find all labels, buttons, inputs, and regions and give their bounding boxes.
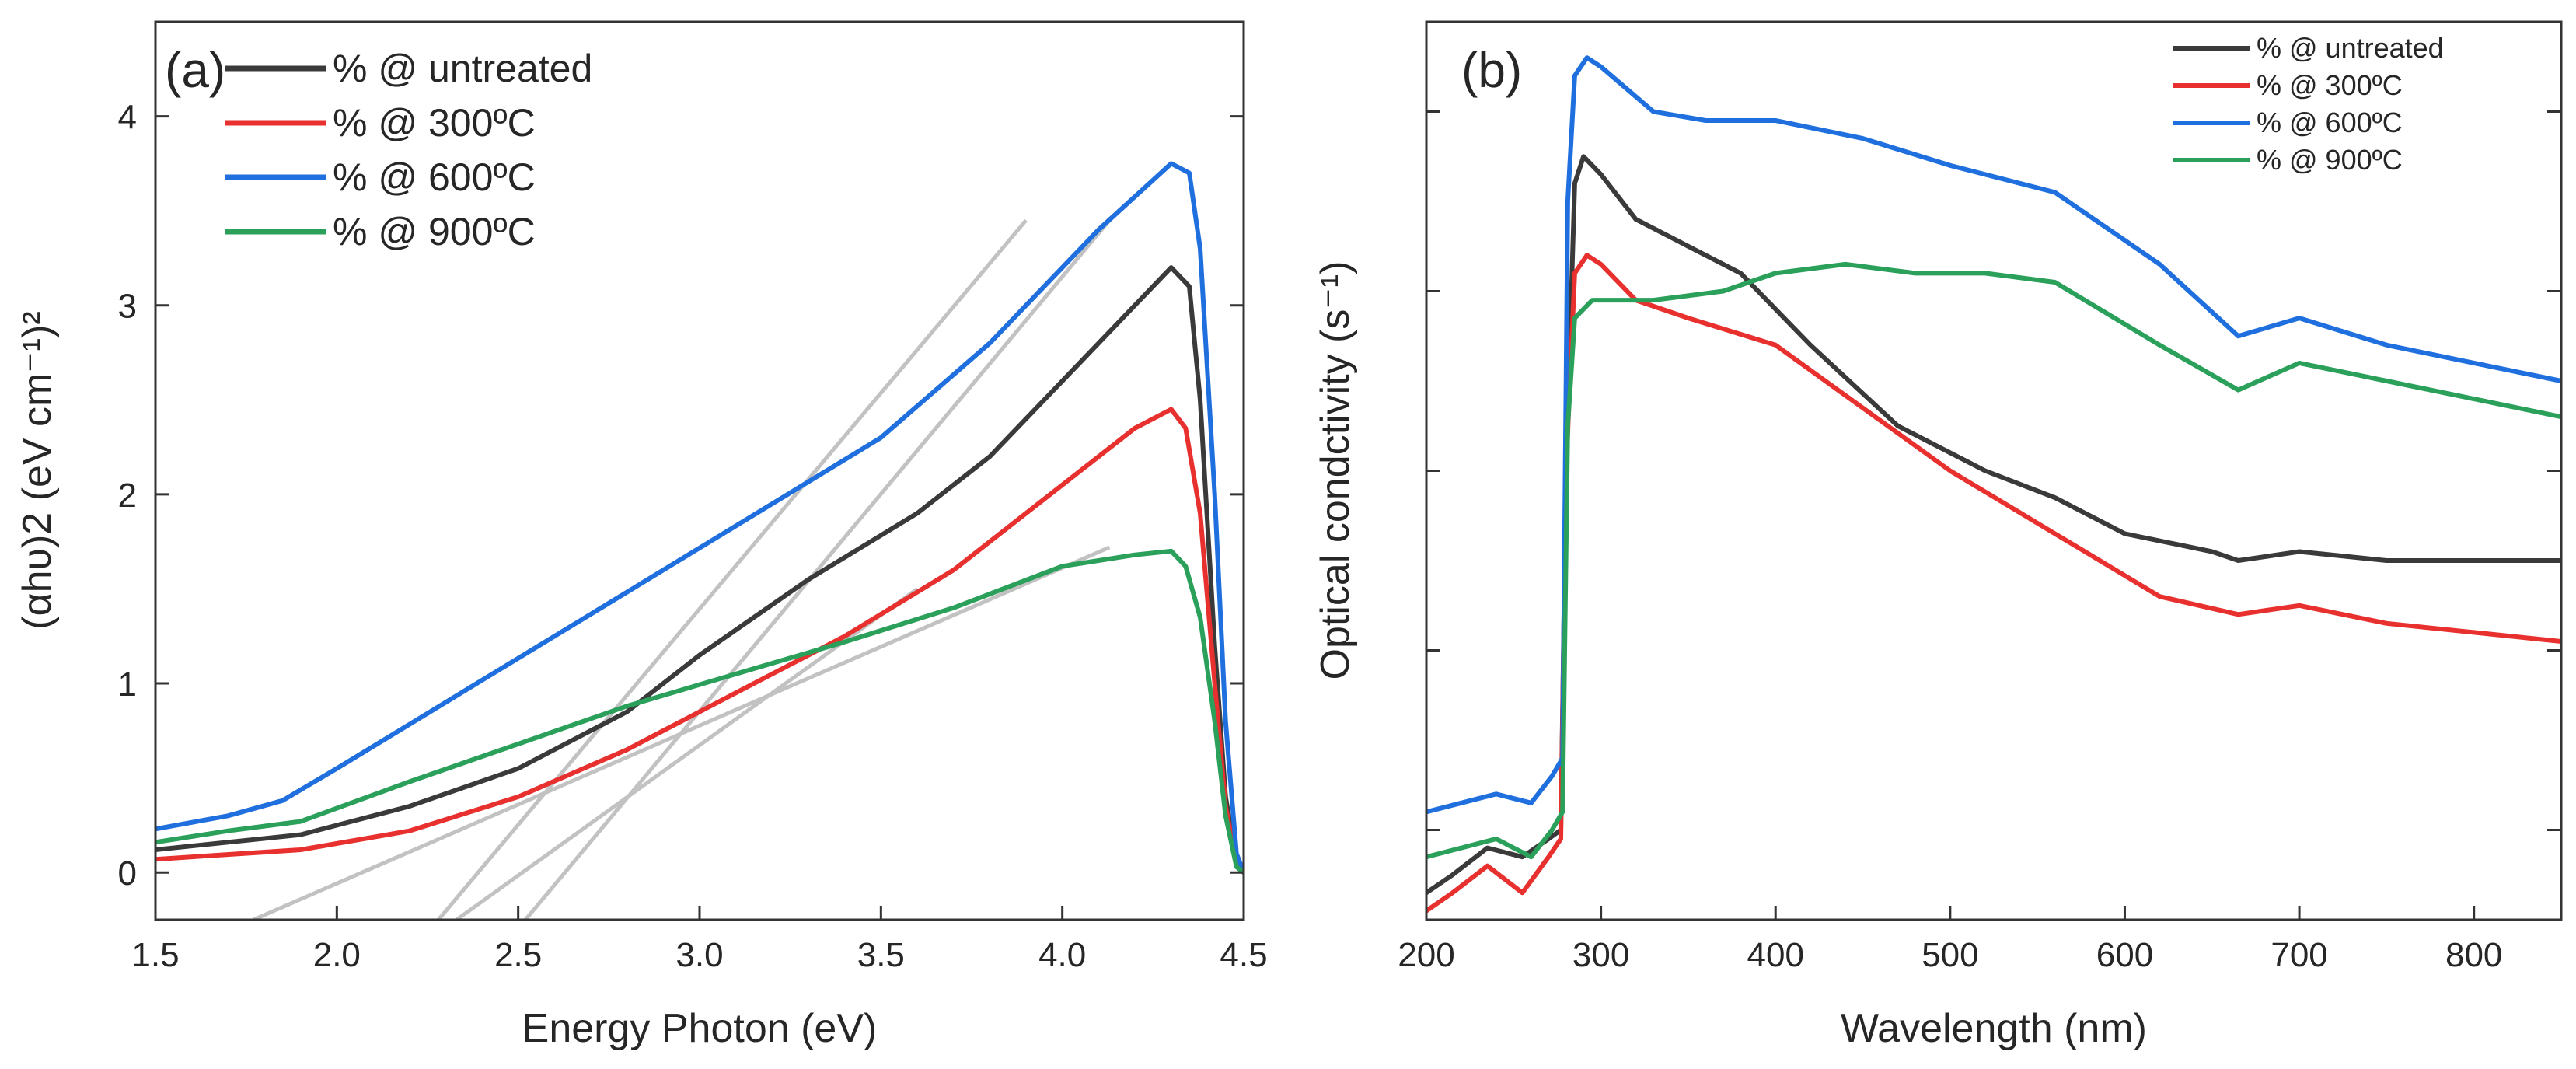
panel-b-x-tick-label: 200	[1398, 936, 1454, 974]
panel-b-legend-label-900-c: % @ 900ºC	[2257, 144, 2403, 176]
panel-b-label: (b)	[1461, 42, 1522, 98]
panel-b-series	[1426, 55, 2561, 914]
panel-a-x-tick-label: 4.0	[1038, 936, 1086, 974]
panel-b-legend: % @ untreated % @ 300ºC % @ 600ºC % @ 900ºC	[2173, 32, 2444, 176]
panel-a-x-axis-label: Energy Photon (eV)	[522, 1006, 878, 1051]
panel-b-x-tick-label: 500	[1922, 936, 1978, 974]
panel-a-x-tick-label: 3.0	[675, 936, 723, 974]
panel-b-chart: 200 300 400 500 600 700 800 (b) % @ untreated%…	[1313, 20, 2563, 1051]
panel-a-chart: 1.5 2.0 2.5 3.0 3.5 4.0 4.5 0 1 2 3 4 (a) % @ untre…	[15, 20, 1268, 1051]
panel-a-label: (a)	[165, 42, 225, 98]
panel-b-series-untreated	[1426, 154, 2561, 896]
panel-a-x-tick-label: 1.5	[131, 936, 179, 974]
panel-a-legend-label-300-c: % @ 300ºC	[333, 101, 536, 145]
panel-a-legend-label-untreated: % @ untreated	[333, 47, 592, 90]
panel-a-y-tick-label: 2	[118, 477, 137, 515]
panel-b-x-tick-label: 700	[2271, 936, 2327, 974]
panel-a-legend-label-900-c: % @ 900ºC	[333, 210, 536, 253]
panel-b-x-tick-label: 800	[2445, 936, 2502, 974]
panel-a-y-tick-label: 4	[118, 99, 137, 137]
panel-a-series-900-c	[155, 548, 1244, 875]
panel-a-x-tick-label: 2.5	[494, 936, 542, 974]
panel-a-ticks: 1.5 2.0 2.5 3.0 3.5 4.0 4.5 0 1 2 3 4	[118, 99, 1268, 974]
panel-b-x-tick-label: 400	[1747, 936, 1804, 974]
panel-b-legend-label-untreated: % @ untreated	[2257, 32, 2444, 64]
panel-a-legend-label-600-c: % @ 600ºC	[333, 155, 536, 199]
panel-b-series-900-c	[1426, 261, 2561, 860]
panel-b-ticks: 200 300 400 500 600 700 800	[1398, 110, 2561, 974]
panel-b-x-axis-label: Wavelength (nm)	[1841, 1006, 2147, 1051]
panel-b-y-axis-label: Optical condctivity (s⁻¹)	[1313, 261, 1358, 680]
panel-a-x-tick-label: 3.5	[857, 936, 905, 974]
panel-a-y-axis-label: (αhυ)2 (eV cm⁻¹)²	[15, 311, 60, 630]
panel-b-x-tick-label: 300	[1572, 936, 1629, 974]
panel-a-x-tick-label: 4.5	[1220, 936, 1267, 974]
panel-a-fit-line-3	[524, 218, 1112, 920]
panel-a-series-untreated	[155, 265, 1244, 875]
panel-a-series-300-c	[155, 407, 1244, 875]
panel-b-legend-label-600-c: % @ 600ºC	[2257, 107, 2403, 138]
panel-b-series-300-c	[1426, 253, 2561, 914]
panel-b-x-tick-label: 600	[2096, 936, 2153, 974]
panel-a-series-600-c	[155, 161, 1244, 875]
panel-a-y-tick-label: 3	[118, 288, 137, 326]
panel-a-legend: % @ untreated % @ 300ºC % @ 600ºC % @ 900ºC	[225, 47, 592, 253]
panel-b-legend-label-300-c: % @ 300ºC	[2257, 69, 2403, 101]
panel-a-y-tick-label: 1	[118, 666, 137, 704]
panel-a-y-tick-label: 0	[118, 854, 137, 893]
panel-a-fit-line-2	[437, 218, 1028, 920]
panel-a-x-tick-label: 2.0	[313, 936, 361, 974]
panel-a-series	[155, 161, 1244, 875]
panel-b-series-600-c	[1426, 55, 2561, 815]
